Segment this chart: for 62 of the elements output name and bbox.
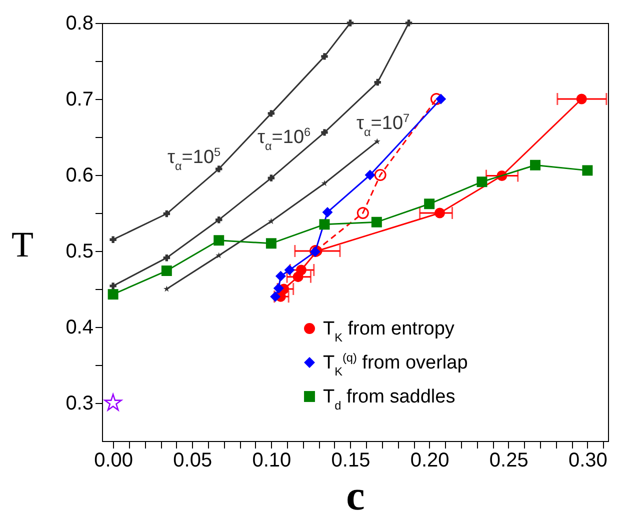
y-tick-label: 0.6 <box>66 164 94 186</box>
legend-label: T$_{d}$ from saddles <box>323 386 456 412</box>
point <box>163 286 170 292</box>
point <box>266 238 276 249</box>
x-tick-label: 0.10 <box>252 450 292 472</box>
point <box>374 78 381 86</box>
point <box>321 53 328 60</box>
point <box>273 282 284 294</box>
legend-label: T$_{K}$$^{(q)}$ from overlap <box>323 350 468 378</box>
point <box>371 216 382 228</box>
point <box>163 210 170 218</box>
point <box>319 219 330 230</box>
x-tick-label: 0.15 <box>331 450 370 472</box>
point <box>356 207 369 219</box>
point <box>216 216 222 224</box>
point <box>374 138 380 144</box>
x-tick-label: 0.05 <box>173 450 212 472</box>
annotation: τ$_{α}$=10$^{7}$ <box>356 111 410 139</box>
annotation: τ$_{α}$=10$^{6}$ <box>257 125 312 153</box>
x-tick-label: 0.25 <box>489 450 528 472</box>
y-tick-label: 0.4 <box>66 316 94 338</box>
point <box>476 176 488 188</box>
point <box>436 94 446 104</box>
point <box>424 198 435 210</box>
point <box>322 206 333 218</box>
x-tick-label: 0.00 <box>94 450 134 472</box>
y-axis-title: T <box>12 224 34 264</box>
point <box>405 20 412 26</box>
point <box>163 254 170 262</box>
x-tick-label: 0.30 <box>568 450 608 472</box>
point <box>104 394 122 411</box>
point <box>216 166 222 172</box>
y-tick-label: 0.5 <box>66 240 94 262</box>
point <box>434 208 445 218</box>
point <box>321 180 328 186</box>
y-tick-label: 0.8 <box>66 12 94 34</box>
point <box>582 165 593 176</box>
point <box>108 289 118 300</box>
point <box>110 282 116 290</box>
point <box>270 291 281 302</box>
point <box>296 264 306 276</box>
point <box>321 129 328 136</box>
point <box>268 110 275 117</box>
x-tick-label: 0.20 <box>410 450 450 472</box>
point <box>214 235 224 246</box>
point <box>110 236 116 243</box>
y-tick-label: 0.3 <box>66 392 94 414</box>
point <box>374 169 386 181</box>
point <box>268 174 275 182</box>
point <box>161 266 172 276</box>
point <box>268 218 274 224</box>
point <box>275 270 286 282</box>
point <box>216 252 222 258</box>
point <box>576 94 587 104</box>
y-tick-label: 0.7 <box>66 88 94 110</box>
point <box>284 264 295 276</box>
annotation: τ$_{α}$=10$^{5}$ <box>167 145 222 173</box>
legend-label: T$_{K}$ from entropy <box>323 318 455 344</box>
x-axis-title: c <box>346 474 365 513</box>
point <box>364 170 376 180</box>
point <box>346 20 354 26</box>
point <box>530 160 541 170</box>
